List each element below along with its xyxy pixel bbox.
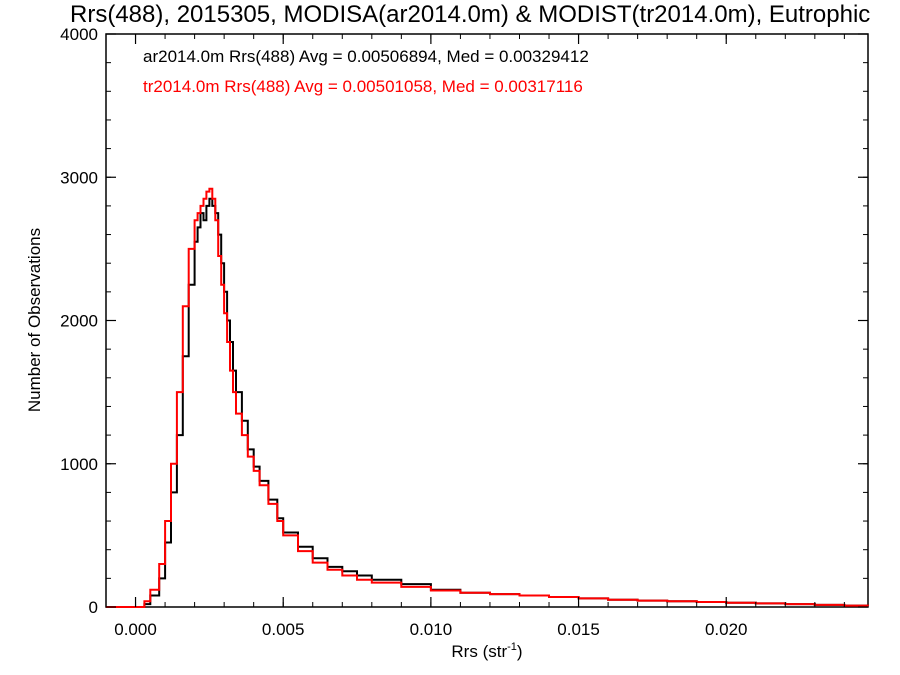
series-line-tr2014 bbox=[106, 187, 869, 608]
plot-area bbox=[105, 33, 869, 608]
x-axis-label-superscript: -1 bbox=[507, 641, 517, 653]
y-tick-label: 0 bbox=[89, 598, 98, 617]
x-axis-label-text: Rrs (str bbox=[451, 642, 507, 661]
series-layer bbox=[106, 187, 869, 608]
x-tick-label: 0.005 bbox=[262, 620, 305, 639]
y-tick-label: 1000 bbox=[60, 455, 98, 474]
y-tick-label: 4000 bbox=[60, 25, 98, 44]
x-tick-label: 0.020 bbox=[705, 620, 748, 639]
x-tick-label: 0.010 bbox=[410, 620, 453, 639]
x-tick-label: 0.000 bbox=[114, 620, 157, 639]
legend-entry-ar2014: ar2014.0m Rrs(488) Avg = 0.00506894, Med… bbox=[143, 47, 589, 66]
y-axis-ticks: 0 1000 2000 3000 4000 bbox=[60, 25, 868, 617]
x-axis-ticks: 0.000 0.005 0.010 0.015 0.020 bbox=[105, 34, 845, 639]
y-tick-label: 3000 bbox=[60, 168, 98, 187]
legend: ar2014.0m Rrs(488) Avg = 0.00506894, Med… bbox=[143, 47, 589, 96]
chart-title: Rrs(488), 2015305, MODISA(ar2014.0m) & M… bbox=[70, 1, 870, 28]
x-tick-label: 0.015 bbox=[557, 620, 600, 639]
y-tick-label: 2000 bbox=[60, 312, 98, 331]
x-axis-label: Rrs (str-1) bbox=[451, 641, 522, 661]
legend-entry-tr2014: tr2014.0m Rrs(488) Avg = 0.00501058, Med… bbox=[143, 77, 583, 96]
plot-frame bbox=[105, 33, 869, 608]
x-axis-label-suffix: ) bbox=[517, 642, 523, 661]
y-axis-label: Number of Observations bbox=[25, 228, 44, 412]
